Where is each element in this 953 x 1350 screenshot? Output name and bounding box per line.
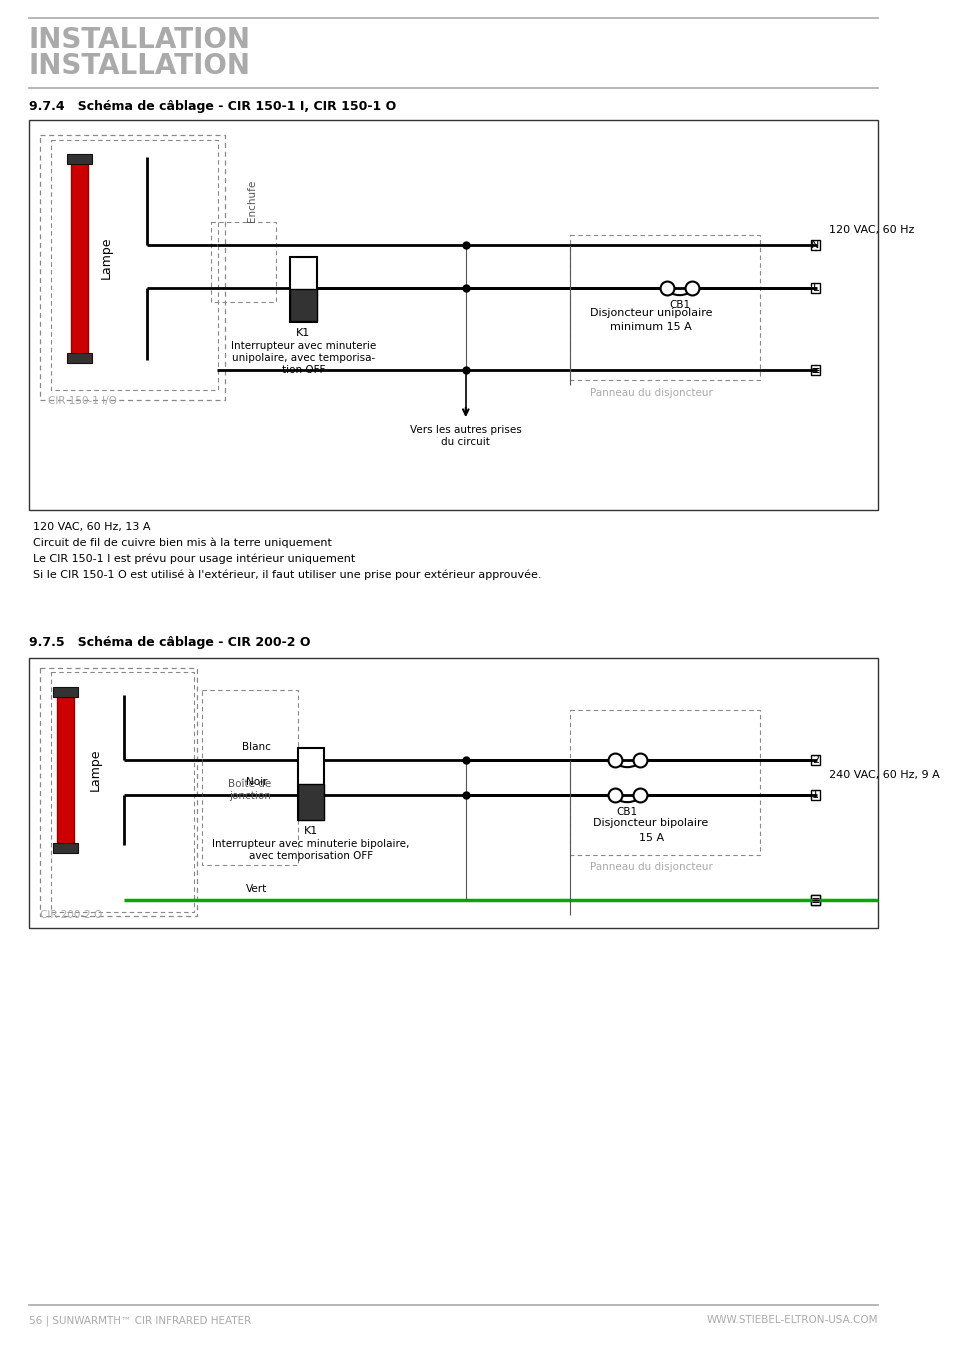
Text: 2: 2 (811, 755, 819, 765)
Bar (51, 140, 217, 390)
Text: Panneau du disjoncteur: Panneau du disjoncteur (589, 387, 712, 398)
Bar (290, 289, 316, 321)
Bar (810, 755, 820, 765)
Bar (68, 352, 92, 363)
Bar (68, 154, 92, 163)
Bar (40, 668, 196, 917)
Text: Interrupteur avec minuterie bipolaire,: Interrupteur avec minuterie bipolaire, (212, 838, 409, 849)
Text: Vers les autres prises
du circuit: Vers les autres prises du circuit (410, 425, 521, 447)
Text: unipolaire, avec temporisa-: unipolaire, avec temporisa- (232, 352, 375, 363)
Text: CB1: CB1 (617, 807, 638, 817)
Text: avec temporisation OFF: avec temporisation OFF (249, 850, 373, 861)
Text: 240 VAC, 60 Hz, 9 A: 240 VAC, 60 Hz, 9 A (828, 769, 939, 780)
Bar (290, 256, 316, 323)
Bar (211, 221, 275, 302)
Bar (40, 135, 225, 400)
Text: Disjoncteur bipolaire: Disjoncteur bipolaire (593, 818, 708, 828)
Text: Blanc: Blanc (242, 743, 271, 752)
Text: K1: K1 (303, 826, 317, 836)
Bar (810, 364, 820, 375)
Text: K1: K1 (295, 328, 310, 338)
Text: Noir: Noir (246, 778, 267, 787)
Text: CB1: CB1 (668, 300, 689, 310)
Bar (57, 695, 74, 845)
Bar (810, 240, 820, 250)
Bar (29, 120, 878, 510)
Text: N: N (810, 240, 819, 250)
Text: 120 VAC, 60 Hz, 13 A: 120 VAC, 60 Hz, 13 A (33, 522, 151, 532)
Bar (53, 687, 78, 697)
Text: Si le CIR 150-1 O est utilisé à l'extérieur, il faut utiliser une prise pour ext: Si le CIR 150-1 O est utilisé à l'extéri… (33, 570, 541, 580)
Bar (810, 790, 820, 801)
Text: Lampe: Lampe (89, 749, 101, 791)
Text: 120 VAC, 60 Hz: 120 VAC, 60 Hz (828, 225, 913, 235)
Bar (810, 284, 820, 293)
Text: 1: 1 (811, 790, 819, 801)
Text: CIR 200-2 O: CIR 200-2 O (40, 910, 102, 919)
Text: Interrupteur avec minuterie: Interrupteur avec minuterie (231, 342, 375, 351)
Bar (202, 690, 297, 865)
Bar (29, 657, 878, 927)
Text: tion OFF: tion OFF (281, 364, 325, 375)
Text: INSTALLATION: INSTALLATION (29, 53, 251, 80)
Bar (51, 672, 193, 913)
Text: Vert: Vert (246, 884, 267, 894)
Text: Circuit de fil de cuivre bien mis à la terre uniquement: Circuit de fil de cuivre bien mis à la t… (33, 539, 332, 548)
Bar (570, 235, 760, 379)
Bar (570, 710, 760, 855)
Text: 15 A: 15 A (638, 833, 663, 842)
Bar (71, 162, 89, 355)
Text: CIR 150-1 I/O: CIR 150-1 I/O (49, 396, 117, 406)
Bar (297, 784, 324, 819)
Text: Le CIR 150-1 I est prévu pour usage intérieur uniquement: Le CIR 150-1 I est prévu pour usage inté… (33, 554, 355, 564)
Text: L: L (812, 284, 818, 293)
Bar (810, 895, 820, 905)
Text: Panneau du disjoncteur: Panneau du disjoncteur (589, 863, 712, 872)
Text: minimum 15 A: minimum 15 A (610, 323, 691, 332)
Text: Lampe: Lampe (100, 236, 112, 279)
Text: Boîte de
jonction: Boîte de jonction (228, 779, 272, 801)
Bar (810, 895, 820, 905)
Text: Enchufe: Enchufe (247, 180, 256, 221)
Bar (297, 748, 324, 819)
Text: Disjoncteur unipolaire: Disjoncteur unipolaire (589, 308, 712, 319)
Text: INSTALLATION: INSTALLATION (29, 26, 251, 54)
Text: 9.7.4   Schéma de câblage - CIR 150-1 I, CIR 150-1 O: 9.7.4 Schéma de câblage - CIR 150-1 I, C… (29, 100, 395, 113)
Text: WWW.STIEBEL-ELTRON-USA.COM: WWW.STIEBEL-ELTRON-USA.COM (706, 1315, 878, 1324)
Text: 56 | SUNWARMTH™ CIR INFRARED HEATER: 56 | SUNWARMTH™ CIR INFRARED HEATER (29, 1315, 251, 1326)
Bar (53, 842, 78, 853)
Text: 9.7.5   Schéma de câblage - CIR 200-2 O: 9.7.5 Schéma de câblage - CIR 200-2 O (29, 636, 310, 649)
